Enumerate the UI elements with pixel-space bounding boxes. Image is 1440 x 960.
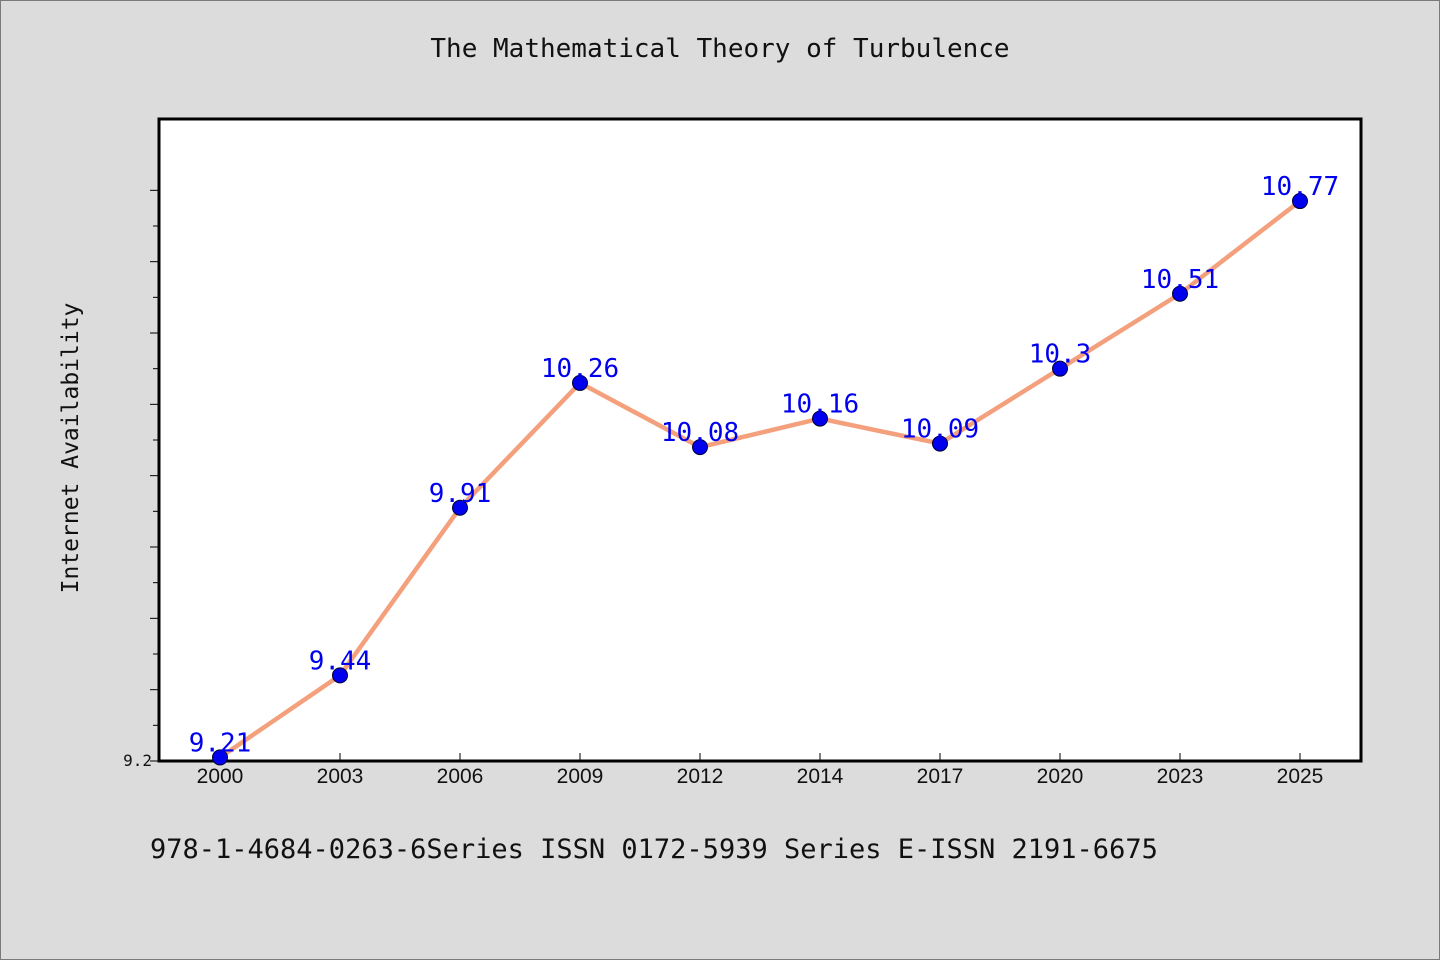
data-label: 10.77 xyxy=(1261,172,1339,202)
data-point xyxy=(812,410,828,427)
data-label: 10.09 xyxy=(901,415,979,445)
data-point xyxy=(932,435,948,452)
data-point xyxy=(692,439,708,456)
x-tick-label: 2017 xyxy=(917,765,964,788)
x-tick-label: 2023 xyxy=(1157,765,1204,788)
data-label: 10.3 xyxy=(1029,340,1092,370)
data-markers xyxy=(212,193,1308,766)
data-point xyxy=(572,374,588,391)
data-labels: 9.21 9.44 9.91 10.26 10.08 10.16 10.09 10.3 10.5… xyxy=(189,172,1339,758)
x-tick-label: 2012 xyxy=(677,765,724,788)
data-label: 10.51 xyxy=(1141,265,1219,295)
x-tick-label: 2025 xyxy=(1277,765,1324,788)
x-tick-label: 2014 xyxy=(797,765,844,788)
x-axis-ticks: 2000 2003 2006 2009 2012 2014 2017 2020 2023 2025 xyxy=(197,753,1324,788)
y-tick-label: 9.2 xyxy=(123,751,152,770)
x-tick-label: 2009 xyxy=(557,765,604,788)
x-tick-label: 2006 xyxy=(437,765,484,788)
data-label: 10.16 xyxy=(781,390,859,420)
data-point xyxy=(332,667,348,684)
data-point xyxy=(452,499,468,516)
y-axis-ticks: 9.2 xyxy=(123,189,159,770)
plot-area xyxy=(157,117,1363,763)
data-label: 9.21 xyxy=(189,728,252,758)
data-label: 9.91 xyxy=(429,479,492,509)
data-point xyxy=(1172,285,1188,302)
footer-note: 978-1-4684-0263-6Series ISSN 0172-5939 S… xyxy=(150,834,1158,865)
data-label: 10.26 xyxy=(541,354,619,384)
y-axis-label: Internet Availability xyxy=(58,303,84,594)
data-point xyxy=(212,749,228,766)
data-label: 9.44 xyxy=(309,646,372,676)
data-point xyxy=(1292,193,1308,210)
series-line xyxy=(217,198,1303,760)
data-label: 10.08 xyxy=(661,418,739,448)
data-point xyxy=(1052,360,1068,377)
x-tick-label: 2003 xyxy=(317,765,364,788)
x-tick-label: 2020 xyxy=(1037,765,1084,788)
x-tick-label: 2000 xyxy=(197,765,244,788)
chart-title: The Mathematical Theory of Turbulence xyxy=(430,34,1010,64)
